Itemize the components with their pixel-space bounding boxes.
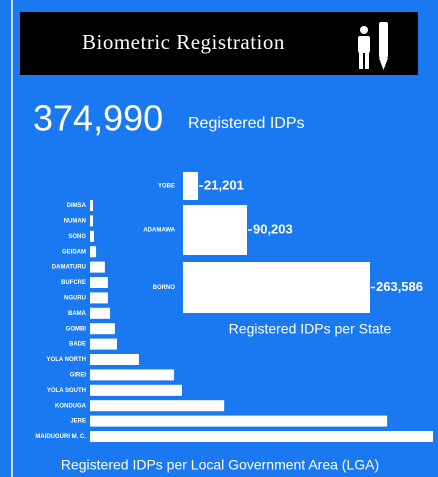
category-label: MAIDUGURI M. C. — [35, 434, 86, 440]
bar — [90, 215, 94, 227]
bar — [90, 230, 94, 242]
category-label: BUFCRE — [61, 280, 86, 286]
bar — [90, 384, 182, 396]
total: 374,990 — [33, 98, 163, 139]
category-label: BAMA — [68, 311, 87, 317]
category-label: DAMATURU — [52, 265, 86, 271]
category-label: JERE — [70, 419, 86, 425]
bar — [90, 338, 118, 350]
bar — [183, 262, 370, 313]
chart-title: Registered IDPs per State — [229, 321, 392, 337]
bar — [90, 307, 111, 319]
icon — [358, 22, 388, 70]
bar — [90, 261, 105, 273]
value-label: 21,201 — [204, 177, 244, 192]
category-label: GEIDAM — [62, 249, 86, 255]
category-label: DIMSA — [67, 203, 87, 209]
category-label: GIREI — [70, 372, 87, 378]
bar — [90, 277, 108, 288]
value-label: 263,586 — [376, 279, 423, 294]
title: Biometric Registration — [82, 30, 285, 54]
bar — [90, 323, 115, 335]
header-box — [20, 12, 418, 75]
bar — [90, 415, 388, 427]
category-label: NUMAN — [64, 218, 86, 224]
category-label: GOMBI — [66, 326, 87, 332]
category-label: KONDUGA — [55, 403, 87, 409]
bar — [90, 200, 94, 211]
bar — [90, 431, 433, 442]
bar — [90, 354, 139, 365]
chart-title: Registered IDPs per Local Government Are… — [61, 457, 379, 473]
bar — [183, 205, 247, 255]
bar — [183, 172, 199, 200]
category-label: BADE — [69, 342, 86, 348]
value-label: 90,203 — [253, 221, 293, 236]
category-label: ADAMAWA — [143, 228, 175, 234]
category-label: SONG — [68, 234, 86, 240]
category-label: NGURU — [64, 295, 86, 301]
bar — [90, 369, 175, 381]
category-label: YOLA NORTH — [47, 357, 86, 363]
bar — [90, 400, 225, 412]
bar — [90, 292, 108, 304]
category-label: YOLA SOUTH — [47, 388, 86, 394]
total-label: Registered IDPs — [188, 115, 305, 132]
bar — [90, 246, 97, 258]
category-label: YOBE — [158, 184, 175, 190]
category-label: BORNO — [153, 285, 176, 291]
